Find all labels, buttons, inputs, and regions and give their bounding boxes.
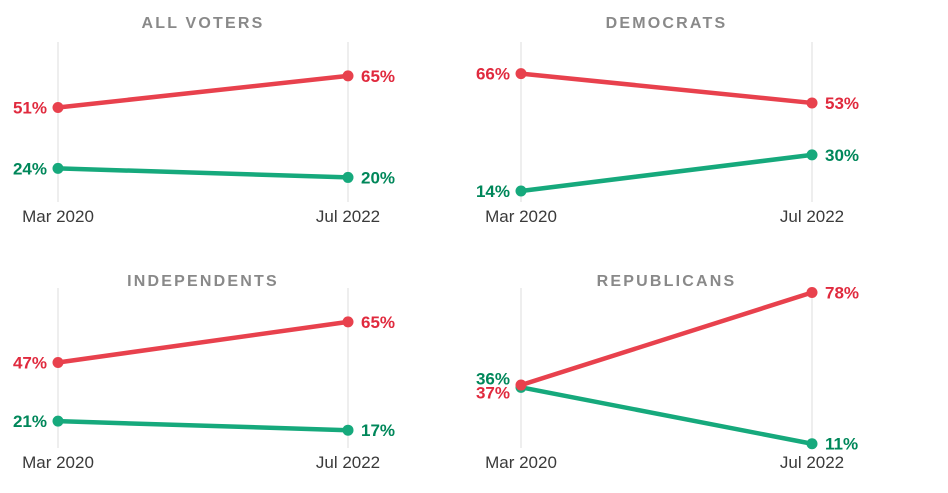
value-label-end-red: 53%	[825, 94, 859, 113]
data-point-red	[342, 70, 354, 82]
series-line-green	[518, 385, 815, 446]
series-line-red	[518, 290, 815, 388]
chart-card-all-voters: ALL VOTERS Mar 2020 Jul 2022 51% 65% 24% 20%	[0, 0, 474, 246]
data-point-red	[52, 356, 64, 368]
value-label-start-red: 66%	[476, 65, 510, 84]
x-axis-label: Mar 2020	[485, 207, 557, 226]
x-axis-label: Mar 2020	[485, 453, 557, 472]
data-point-red	[806, 287, 818, 299]
slope-chart: ALL VOTERS Mar 2020 Jul 2022 51% 65% 24% 20%	[13, 15, 395, 226]
chart-card-independents: INDEPENDENTS Mar 2020 Jul 2022 47% 65% 21% 17%	[0, 246, 474, 493]
series-line-red	[55, 319, 351, 365]
value-label-end-green: 20%	[361, 168, 395, 187]
chart-card-republicans: REPUBLICANS Mar 2020 Jul 2022 37% 78% 36% 11%	[474, 246, 948, 493]
value-label-start-red: 47%	[13, 353, 47, 372]
slope-chart: REPUBLICANS Mar 2020 Jul 2022 37% 78% 36% 11%	[476, 273, 859, 472]
series-line-green	[518, 152, 815, 194]
chart-title: INDEPENDENTS	[127, 273, 279, 290]
chart-title: ALL VOTERS	[141, 15, 264, 32]
x-axis-label: Mar 2020	[22, 207, 94, 226]
value-label-end-green: 17%	[361, 421, 395, 440]
slope-chart: INDEPENDENTS Mar 2020 Jul 2022 47% 65% 21% 17%	[13, 273, 395, 472]
x-axis-label: Jul 2022	[316, 453, 380, 472]
data-point-green	[342, 171, 354, 183]
slope-chart: DEMOCRATS Mar 2020 Jul 2022 66% 53% 14% 30%	[476, 15, 859, 226]
value-label-end-red: 78%	[825, 284, 859, 303]
value-label-start-green: 36%	[476, 369, 510, 388]
value-label-start-red: 51%	[13, 98, 47, 117]
data-point-red	[515, 68, 527, 80]
value-label-start-green: 24%	[13, 159, 47, 178]
chart-title: DEMOCRATS	[606, 15, 728, 32]
value-label-end-red: 65%	[361, 67, 395, 86]
data-point-green	[806, 149, 818, 161]
data-point-red	[515, 379, 527, 391]
x-axis-label: Mar 2020	[22, 453, 94, 472]
value-label-start-red: 37%	[476, 384, 510, 403]
value-label-end-green: 30%	[825, 146, 859, 165]
value-label-start-green: 14%	[476, 182, 510, 201]
series-line-green	[55, 418, 351, 433]
x-axis-label: Jul 2022	[780, 453, 844, 472]
data-point-red	[806, 97, 818, 109]
series-line-red	[55, 73, 351, 110]
x-axis-label: Jul 2022	[316, 207, 380, 226]
value-label-start-green: 21%	[13, 412, 47, 431]
series-line-green	[55, 166, 351, 180]
data-point-green	[515, 185, 527, 197]
chart-card-democrats: DEMOCRATS Mar 2020 Jul 2022 66% 53% 14% 30%	[474, 0, 948, 246]
chart-title: REPUBLICANS	[597, 273, 737, 290]
data-point-red	[342, 316, 354, 328]
data-point-green	[342, 424, 354, 436]
series-line-red	[518, 71, 815, 106]
data-point-red	[52, 101, 64, 113]
value-label-end-green: 11%	[825, 435, 858, 454]
data-point-green	[806, 438, 818, 450]
data-point-green	[52, 162, 64, 174]
value-label-end-red: 65%	[361, 313, 395, 332]
data-point-green	[52, 415, 64, 427]
x-axis-label: Jul 2022	[780, 207, 844, 226]
